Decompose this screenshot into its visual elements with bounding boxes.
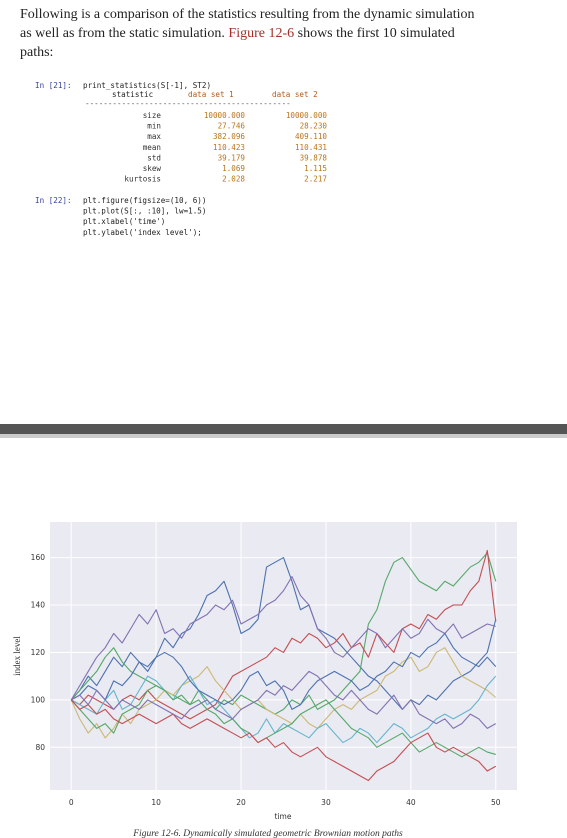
y-axis-label: index level	[12, 636, 22, 676]
table-value: 27.746	[218, 122, 246, 131]
y-tick-label: 120	[31, 648, 46, 657]
figure-link[interactable]: Figure 12-6	[228, 26, 294, 41]
series-line	[70, 675, 497, 744]
paragraph-line: paths:	[20, 45, 53, 60]
paragraph-line: as well as from the static simulation. F…	[20, 26, 455, 41]
y-tick-label: 80	[35, 743, 45, 752]
code: plt.xlabel('time')	[83, 217, 165, 226]
lines	[70, 549, 497, 782]
series-line	[70, 632, 497, 710]
table-rule: ----------------------------------------…	[85, 99, 291, 108]
text: as well as from the static simulation.	[20, 26, 225, 41]
table-label: mean	[143, 143, 161, 152]
code: plt.figure(figsize=(10, 6))	[83, 196, 206, 205]
plot-area	[50, 522, 517, 790]
table-label: max	[147, 132, 161, 141]
table-value: 382.096	[213, 132, 245, 141]
series-line	[70, 647, 497, 739]
table-value: 39.878	[300, 153, 328, 162]
table-header: data set 2	[272, 90, 318, 99]
table-value: 1.115	[304, 164, 327, 173]
code: print_statistics(S[-1], ST2)	[83, 81, 211, 90]
table-value: 2.217	[304, 175, 327, 184]
table-label: size	[143, 111, 162, 120]
table-value: 409.110	[295, 132, 327, 141]
table-label: std	[147, 153, 161, 162]
table-value: 10000.000	[204, 111, 246, 120]
table-header: statistic	[112, 90, 153, 99]
table-value: 2.028	[222, 175, 245, 184]
table-header: data set 1	[188, 90, 234, 99]
table-value: 1.069	[222, 164, 245, 173]
table-value: 28.230	[300, 122, 328, 131]
series-line	[70, 552, 497, 715]
series-line	[70, 685, 496, 758]
series-line	[70, 557, 497, 710]
x-tick-label: 30	[321, 798, 331, 807]
table-value: 110.423	[213, 143, 245, 152]
page-break	[0, 424, 567, 434]
table-label: kurtosis	[124, 175, 161, 184]
table-label: min	[147, 122, 161, 131]
x-tick-label: 0	[69, 798, 74, 807]
y-tick-label: 100	[31, 695, 46, 704]
text: shows the first 10 simulated	[298, 26, 455, 41]
x-tick-label: 10	[151, 798, 161, 807]
y-tick-label: 140	[31, 601, 46, 610]
prompt: In [22]:	[35, 196, 72, 205]
paragraph-line: Following is a comparison of the statist…	[20, 7, 475, 22]
series-line	[70, 575, 496, 701]
table-value: 39.179	[218, 153, 246, 162]
series-line	[70, 670, 497, 729]
table-value: 10000.000	[286, 111, 328, 120]
code: plt.plot(S[:, :10], lw=1.5)	[83, 207, 206, 216]
series-line	[70, 699, 497, 782]
y-tick-label: 160	[31, 553, 46, 562]
table-value: 110.431	[295, 143, 327, 152]
x-tick-label: 50	[491, 798, 501, 807]
caption: Figure 12-6. Dynamically simulated geome…	[132, 829, 403, 838]
series-line	[70, 549, 497, 720]
x-tick-label: 40	[406, 798, 416, 807]
x-axis-label: time	[275, 812, 292, 821]
prompt: In [21]:	[35, 81, 72, 90]
code: plt.ylabel('index level');	[83, 228, 202, 237]
page-break-shadow	[0, 434, 567, 438]
table-label: skew	[143, 164, 162, 173]
x-tick-label: 20	[236, 798, 246, 807]
